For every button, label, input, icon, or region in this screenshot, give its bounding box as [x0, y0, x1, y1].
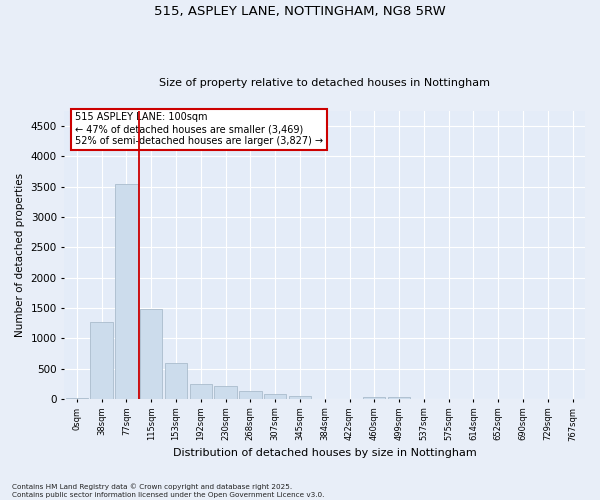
- Bar: [289, 396, 311, 399]
- Bar: [165, 363, 187, 399]
- Bar: [190, 384, 212, 399]
- Y-axis label: Number of detached properties: Number of detached properties: [15, 173, 25, 337]
- Bar: [239, 391, 262, 399]
- Bar: [214, 386, 237, 399]
- Bar: [115, 184, 137, 399]
- Bar: [264, 394, 286, 399]
- Title: Size of property relative to detached houses in Nottingham: Size of property relative to detached ho…: [159, 78, 490, 88]
- Bar: [363, 397, 385, 399]
- Bar: [388, 397, 410, 399]
- Bar: [91, 322, 113, 399]
- X-axis label: Distribution of detached houses by size in Nottingham: Distribution of detached houses by size …: [173, 448, 476, 458]
- Text: Contains HM Land Registry data © Crown copyright and database right 2025.
Contai: Contains HM Land Registry data © Crown c…: [12, 484, 325, 498]
- Text: 515, ASPLEY LANE, NOTTINGHAM, NG8 5RW: 515, ASPLEY LANE, NOTTINGHAM, NG8 5RW: [154, 5, 446, 18]
- Bar: [140, 308, 163, 399]
- Text: 515 ASPLEY LANE: 100sqm
← 47% of detached houses are smaller (3,469)
52% of semi: 515 ASPLEY LANE: 100sqm ← 47% of detache…: [75, 112, 323, 146]
- Bar: [65, 398, 88, 399]
